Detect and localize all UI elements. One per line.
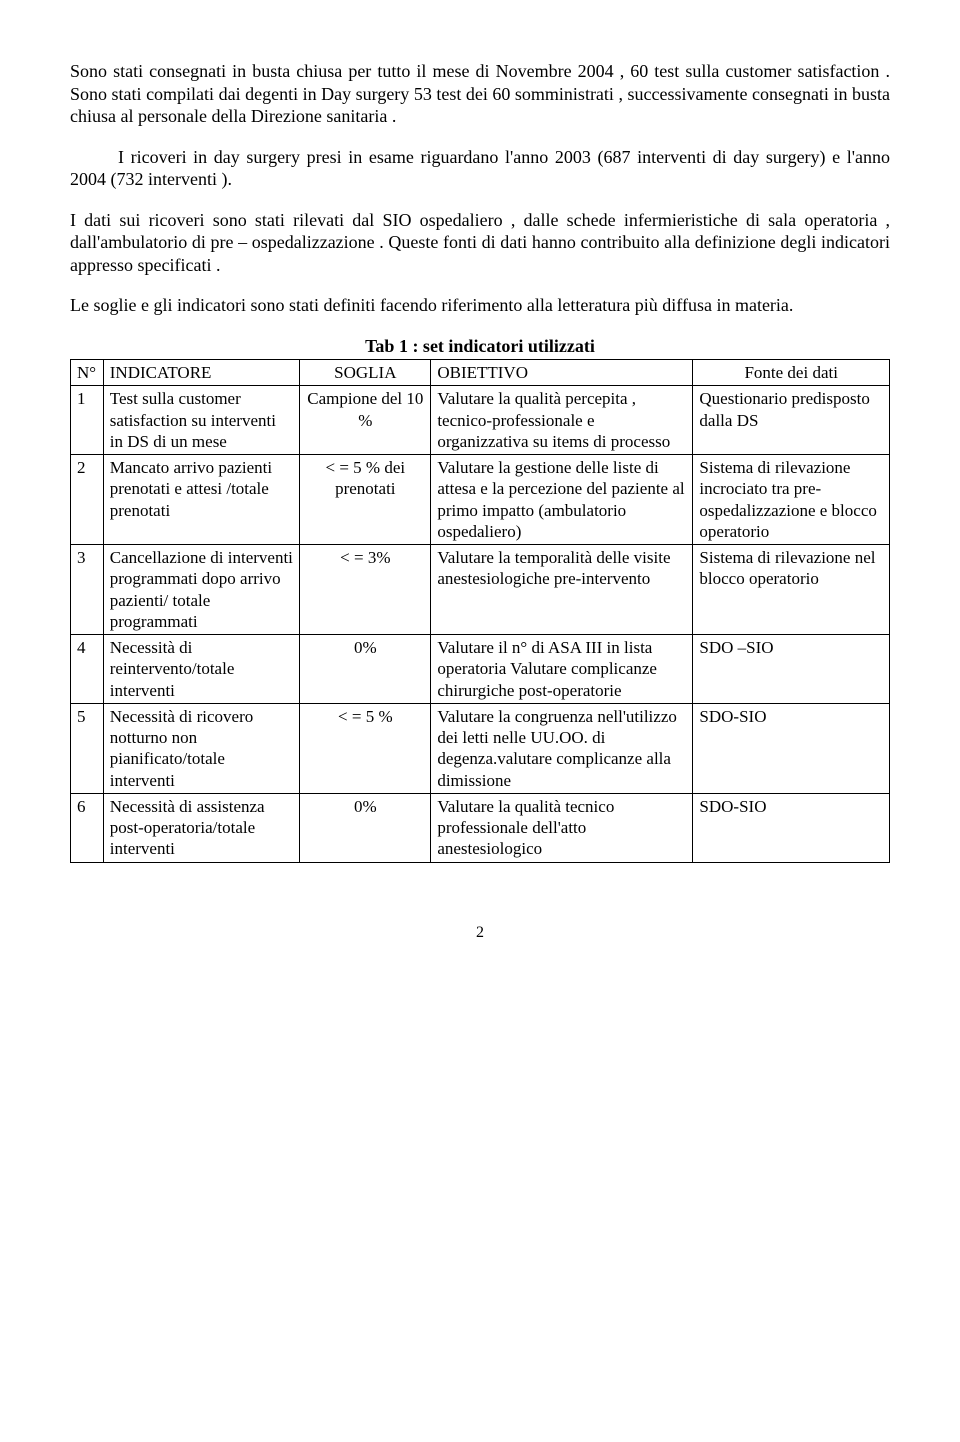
paragraph-2: I ricoveri in day surgery presi in esame… [70, 146, 890, 191]
cell-fonte: SDO-SIO [693, 793, 890, 862]
cell-n: 2 [71, 455, 104, 545]
cell-n: 4 [71, 635, 104, 704]
header-indicatore: INDICATORE [103, 360, 300, 386]
cell-n: 3 [71, 545, 104, 635]
header-fonte: Fonte dei dati [693, 360, 890, 386]
cell-soglia: < = 5 % dei prenotati [300, 455, 431, 545]
cell-obiettivo: Valutare la qualità percepita , tecnico-… [431, 386, 693, 455]
cell-soglia: 0% [300, 793, 431, 862]
cell-n: 1 [71, 386, 104, 455]
page-number: 2 [70, 923, 890, 943]
cell-soglia: < = 3% [300, 545, 431, 635]
cell-obiettivo: Valutare la temporalità delle visite ane… [431, 545, 693, 635]
cell-indicatore: Necessità di ricovero notturno non piani… [103, 703, 300, 793]
cell-obiettivo: Valutare il n° di ASA III in lista opera… [431, 635, 693, 704]
table-row: 6 Necessità di assistenza post-operatori… [71, 793, 890, 862]
header-soglia: SOGLIA [300, 360, 431, 386]
cell-soglia: 0% [300, 635, 431, 704]
header-obiettivo: OBIETTIVO [431, 360, 693, 386]
cell-fonte: Sistema di rilevazione incrociato tra pr… [693, 455, 890, 545]
table-title: Tab 1 : set indicatori utilizzati [70, 335, 890, 358]
cell-soglia: < = 5 % [300, 703, 431, 793]
cell-fonte: Sistema di rilevazione nel blocco operat… [693, 545, 890, 635]
cell-indicatore: Necessità di assistenza post-operatoria/… [103, 793, 300, 862]
paragraph-4: Le soglie e gli indicatori sono stati de… [70, 294, 890, 317]
indicators-table: N° INDICATORE SOGLIA OBIETTIVO Fonte dei… [70, 359, 890, 863]
cell-obiettivo: Valutare la congruenza nell'utilizzo dei… [431, 703, 693, 793]
cell-obiettivo: Valutare la qualità tecnico professional… [431, 793, 693, 862]
cell-fonte: SDO-SIO [693, 703, 890, 793]
cell-soglia: Campione del 10 % [300, 386, 431, 455]
cell-indicatore: Cancellazione di interventi programmati … [103, 545, 300, 635]
cell-fonte: Questionario predisposto dalla DS [693, 386, 890, 455]
table-row: 5 Necessità di ricovero notturno non pia… [71, 703, 890, 793]
table-row: 1 Test sulla customer satisfaction su in… [71, 386, 890, 455]
cell-n: 5 [71, 703, 104, 793]
cell-obiettivo: Valutare la gestione delle liste di atte… [431, 455, 693, 545]
header-n: N° [71, 360, 104, 386]
paragraph-3: I dati sui ricoveri sono stati rilevati … [70, 209, 890, 277]
cell-n: 6 [71, 793, 104, 862]
cell-indicatore: Test sulla customer satisfaction su inte… [103, 386, 300, 455]
cell-fonte: SDO –SIO [693, 635, 890, 704]
table-header-row: N° INDICATORE SOGLIA OBIETTIVO Fonte dei… [71, 360, 890, 386]
cell-indicatore: Necessità di reintervento/totale interve… [103, 635, 300, 704]
cell-indicatore: Mancato arrivo pazienti prenotati e atte… [103, 455, 300, 545]
table-row: 4 Necessità di reintervento/totale inter… [71, 635, 890, 704]
paragraph-1: Sono stati consegnati in busta chiusa pe… [70, 60, 890, 128]
table-row: 3 Cancellazione di interventi programmat… [71, 545, 890, 635]
table-row: 2 Mancato arrivo pazienti prenotati e at… [71, 455, 890, 545]
